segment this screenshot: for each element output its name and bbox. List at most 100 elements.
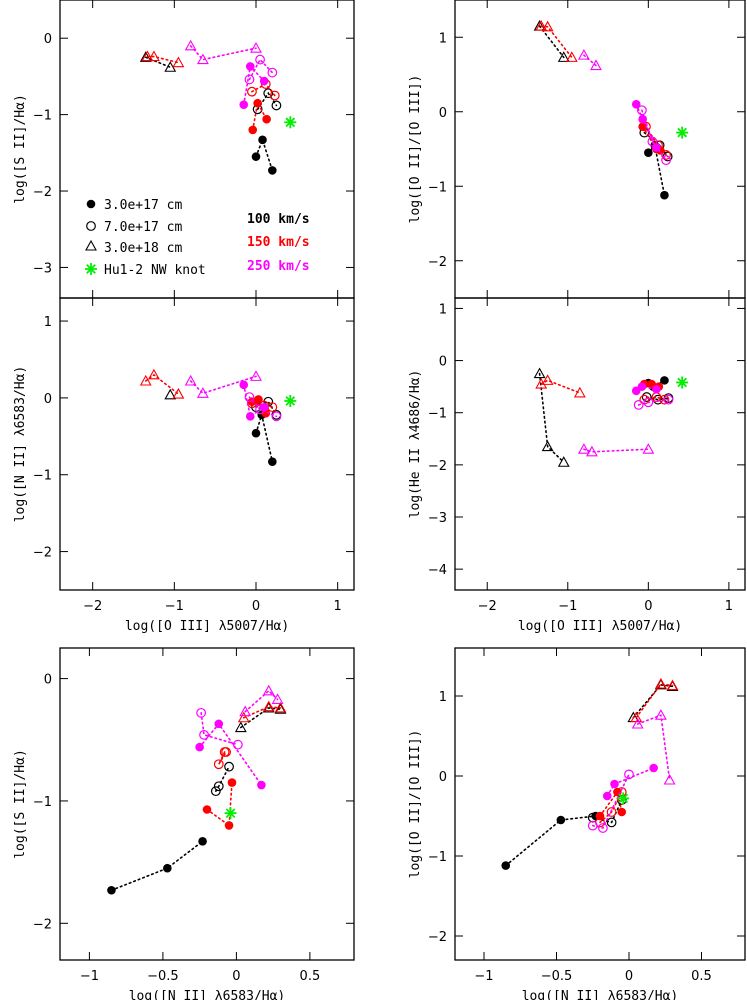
data-point — [262, 114, 271, 124]
y-tick-label: 0 — [439, 106, 447, 121]
panel-frame — [59, 297, 355, 591]
legend-radius-2: 7.0e+17 cm — [86, 220, 182, 235]
y-tick-label: −2 — [33, 185, 52, 200]
series-line — [198, 722, 263, 786]
data-point — [587, 820, 598, 831]
data-point — [213, 759, 224, 770]
data-point — [139, 374, 152, 386]
series-250-open-triangle — [184, 39, 262, 65]
x-axis-label: log([N II] λ6583/Hα) — [129, 989, 286, 1000]
series-250-open-circle — [244, 392, 282, 422]
data-point — [147, 50, 160, 62]
panel-frame — [454, 647, 746, 961]
panel-heii-vs-oiii: −2 −1 0 1 −4 −3 −2 −1 0 1 log(He II λ4686/Hα) log([… — [408, 297, 746, 634]
y-tick-label: 1 — [439, 302, 447, 317]
data-point — [660, 376, 669, 385]
x-tick-label: 0.5 — [300, 969, 321, 984]
data-point — [224, 821, 234, 830]
series-line — [255, 411, 274, 463]
legend-marker-filled-circle — [86, 199, 96, 209]
x-axis-label: log([O III] λ5007/Hα) — [125, 619, 289, 634]
data-point — [666, 679, 679, 691]
observed-point — [617, 792, 630, 805]
data-point — [255, 404, 265, 415]
panel-nii-vs-oiii: −2 −1 0 1 −2 −1 0 1 log([N II] λ6583/Hα) log([O I… — [13, 297, 355, 634]
data-point — [234, 721, 247, 733]
data-point — [541, 374, 554, 385]
series-250-open-circle — [633, 394, 674, 410]
y-tick-label: −1 — [428, 850, 447, 865]
series-line — [540, 25, 573, 59]
data-point — [244, 392, 255, 403]
observed-stroke — [285, 396, 296, 406]
series-250-open-triangle — [577, 48, 602, 71]
series-150-open-triangle — [535, 19, 578, 62]
data-point — [268, 457, 277, 466]
data-point — [641, 121, 651, 132]
data-point — [557, 456, 570, 467]
series-line — [110, 840, 204, 892]
legend-label-observed: Hu1-2 NW knot — [104, 263, 206, 278]
data-point — [257, 780, 266, 790]
y-tick-label: −1 — [428, 180, 447, 195]
data-point — [262, 700, 275, 712]
y-tick-label: 0 — [44, 673, 52, 688]
data-point — [258, 135, 267, 145]
data-point — [590, 59, 602, 71]
series-250-open-circle — [587, 769, 634, 833]
data-point — [274, 703, 287, 714]
data-point — [649, 763, 658, 773]
y-tick-label: 0 — [44, 32, 52, 47]
y-tick-label: −1 — [33, 469, 52, 484]
data-point — [633, 399, 644, 410]
data-point — [196, 53, 209, 65]
series-250-open-triangle — [631, 709, 676, 785]
observed-stroke — [225, 808, 236, 819]
series-100-filled-circle — [251, 135, 277, 175]
observed-point — [224, 807, 237, 820]
series-line — [591, 773, 630, 829]
data-point — [610, 779, 619, 789]
data-point — [163, 863, 172, 873]
panel-frame — [59, 647, 355, 961]
data-point — [210, 786, 221, 797]
legend-marker-open-circle — [86, 221, 96, 231]
data-point — [660, 190, 669, 200]
series-250-open-triangle — [577, 443, 655, 457]
series-250-open-triangle — [184, 370, 262, 398]
x-tick-label: 0 — [232, 969, 240, 984]
data-point — [239, 100, 249, 109]
series-line — [248, 58, 274, 81]
series-line — [242, 64, 265, 106]
x-tick-label: −1 — [558, 599, 577, 614]
series-250-filled-circle — [602, 763, 658, 801]
series-250-open-triangle — [239, 684, 284, 717]
x-tick-label: 1 — [334, 599, 342, 614]
x-tick-label: −0.5 — [147, 969, 179, 984]
data-point — [533, 367, 546, 379]
data-point — [577, 48, 590, 60]
data-point — [250, 42, 262, 53]
data-point — [663, 773, 676, 785]
series-250-open-circle — [196, 707, 243, 750]
panel-oii-oiii-vs-oiii: −2 −1 0 1 log([O II]/[O III]) — [408, 0, 746, 299]
series-150-open-triangle — [535, 374, 586, 398]
series-line — [255, 137, 274, 172]
data-point — [251, 428, 261, 438]
series-line — [641, 109, 667, 161]
data-point — [172, 56, 185, 68]
series-100-open-circle — [210, 761, 234, 797]
series-line — [251, 100, 268, 131]
series-100-filled-circle — [107, 837, 207, 895]
data-point — [642, 443, 655, 454]
y-tick-label: −2 — [428, 930, 447, 945]
legend-radius-3: 3.0e+18 cm — [85, 239, 182, 256]
y-tick-label: −2 — [33, 917, 52, 932]
observed-point — [676, 126, 689, 139]
series-line — [215, 765, 230, 792]
series-line — [645, 396, 670, 401]
data-point — [250, 370, 262, 381]
data-point — [586, 445, 598, 457]
y-tick-label: 0 — [439, 355, 447, 370]
data-point — [602, 791, 612, 801]
